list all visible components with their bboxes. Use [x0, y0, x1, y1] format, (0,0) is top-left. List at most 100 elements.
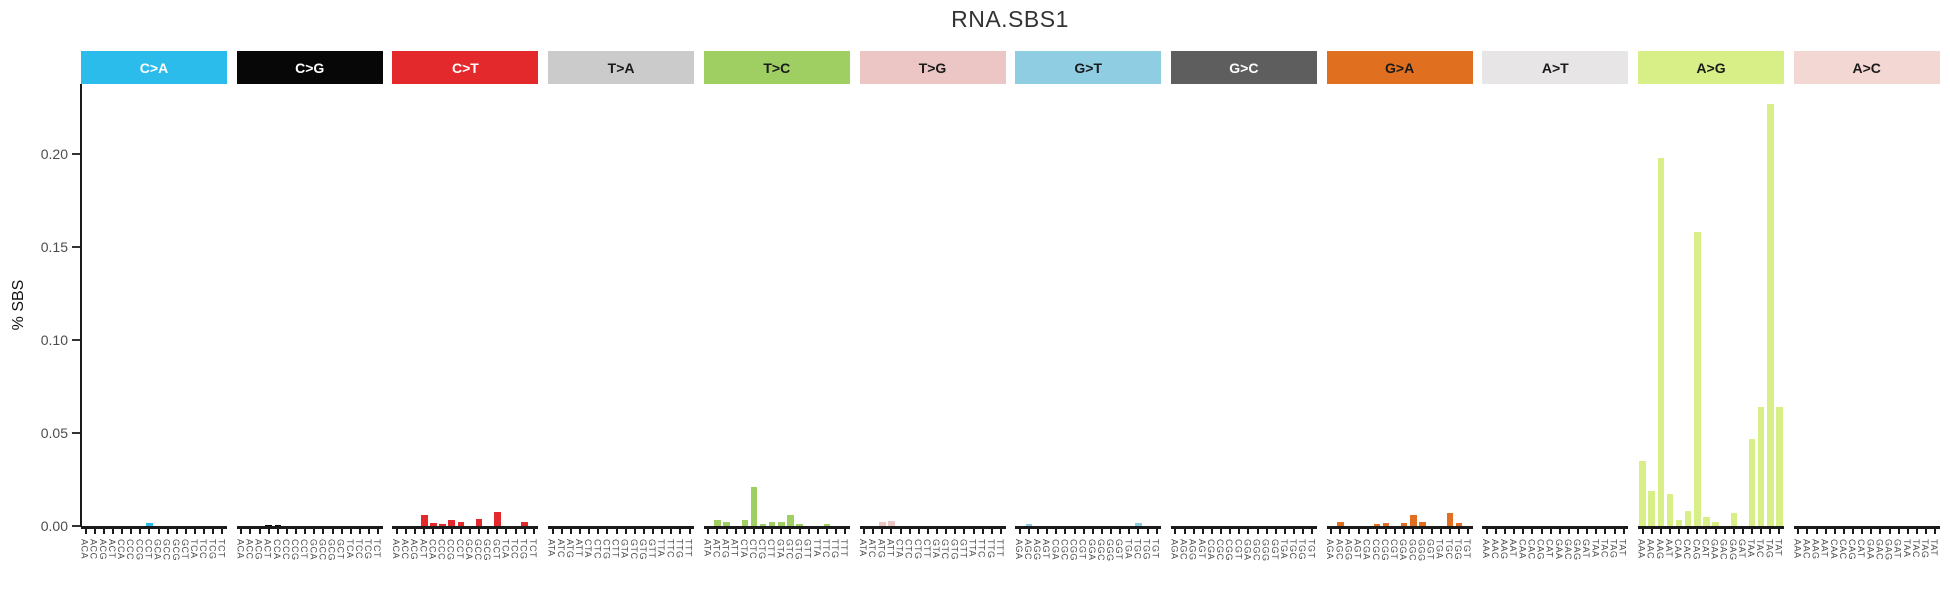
x-axis-tick: [734, 529, 737, 534]
x-axis-tick: [340, 529, 343, 534]
x-axis-line: [548, 526, 695, 529]
x-axis-tick: [395, 529, 398, 534]
x-axis-label-ggc: GGC: [1407, 539, 1418, 562]
x-axis-tick: [725, 529, 728, 534]
x-axis-label-aag: AAG: [1499, 539, 1510, 560]
mutation-class-header: G>T: [1015, 51, 1162, 84]
x-axis-label-gtt: GTT: [647, 539, 658, 559]
panel-t-to-c: T>C ATA ATC ATG ATT CTA CTC CTG CTT GTA GTC GTG GTT T…: [702, 51, 850, 600]
x-axis-label-ttg: TTG: [985, 539, 996, 559]
x-axis-label-tgc: TGC: [1443, 539, 1454, 560]
x-axis-tick: [405, 529, 408, 534]
x-axis-tick: [267, 529, 270, 534]
x-axis-tick: [1613, 529, 1616, 534]
x-axis-label-caa: CAA: [1517, 539, 1528, 560]
bar-atg: [879, 522, 886, 526]
x-axis-label-gaa: GAA: [1709, 539, 1720, 560]
x-axis-label-ctg: CTG: [912, 539, 923, 560]
x-axis-tick: [1100, 529, 1103, 534]
x-axis-label-aca: ACA: [235, 539, 246, 560]
x-axis-tick: [1220, 529, 1223, 534]
x-axis-label-tga: TGA: [1278, 539, 1289, 560]
x-axis-label-agt: AGT: [1041, 539, 1052, 560]
mutation-class-header: T>C: [703, 51, 850, 84]
x-axis-tick: [1467, 529, 1470, 534]
x-axis-tick: [825, 529, 828, 534]
x-axis-tick: [743, 529, 746, 534]
x-axis-tick: [450, 529, 453, 534]
x-axis-tick: [1769, 529, 1772, 534]
x-axis-label-tga: TGA: [1123, 539, 1134, 560]
x-axis-label-cgc: CGC: [1370, 539, 1381, 561]
x-axis-label-tcc: TCC: [353, 539, 364, 559]
x-axis-label-tct: TCT: [372, 539, 383, 558]
x-axis-line: [859, 526, 1006, 529]
x-axis-tick: [1283, 529, 1286, 534]
x-axis-label-ttt: TTT: [683, 539, 694, 557]
bar-ctt: [768, 522, 776, 526]
x-axis-tick: [1650, 529, 1653, 534]
x-axis-tick: [789, 529, 792, 534]
x-axis-tick: [1604, 529, 1607, 534]
x-axis-label-cag: CAG: [1847, 539, 1857, 561]
x-axis-tick: [1504, 529, 1507, 534]
x-axis-tick: [130, 529, 133, 534]
x-axis-tick: [1595, 529, 1598, 534]
x-axis-label-tca: TCA: [344, 539, 355, 559]
x-axis-label-ata: ATA: [702, 539, 713, 557]
panel-plot-area: [81, 84, 227, 526]
x-axis-tick: [661, 529, 664, 534]
x-axis-label-aag: AAG: [1810, 539, 1821, 560]
x-axis-label-cgt: CGT: [1077, 539, 1088, 560]
x-axis-label-agg: AGG: [1187, 539, 1198, 561]
x-axis-label-atc: ATC: [555, 539, 566, 558]
x-axis-tick: [972, 529, 975, 534]
x-axis-label-cta: CTA: [738, 539, 749, 558]
x-axis-label-gag: GAG: [1572, 539, 1583, 561]
x-axis-label-gac: GAC: [1562, 539, 1573, 561]
x-axis-label-gct: GCT: [335, 539, 346, 560]
bar-tag: [1767, 103, 1774, 526]
x-axis-label-tta: TTA: [967, 539, 978, 557]
x-axis-label-tgc: TGC: [1132, 539, 1143, 560]
x-axis-label-cat: CAT: [1544, 539, 1555, 558]
x-axis-label-caa: CAA: [1828, 539, 1839, 560]
x-axis-tick: [1155, 529, 1158, 534]
bar-att: [888, 521, 895, 526]
x-axis-label-gga: GGA: [1242, 539, 1253, 561]
x-axis-label-gaa: GAA: [1865, 539, 1876, 560]
x-axis-tick: [1558, 529, 1561, 534]
x-axis-tick: [1119, 529, 1122, 534]
x-axis-label-cct: CCT: [299, 539, 310, 559]
x-axis-tick: [1247, 529, 1250, 534]
bar-tat: [1776, 406, 1783, 526]
x-axis-line: [392, 526, 539, 529]
x-axis-tick: [414, 529, 417, 534]
bar-ttc: [823, 524, 831, 526]
x-axis-tick: [1549, 529, 1552, 534]
bar-gtc: [787, 514, 794, 526]
x-axis-tick: [1824, 529, 1827, 534]
x-axis-label-gct: GCT: [491, 539, 502, 560]
x-axis-label-tcg: TCG: [518, 539, 529, 560]
y-axis-tick: [72, 338, 80, 341]
mutation-class-header: G>C: [1170, 51, 1317, 84]
x-axis-label-tac: TAC: [1755, 539, 1766, 558]
x-axis-line: [81, 526, 227, 529]
x-axis-label-gcg: GCG: [482, 539, 493, 562]
bar-gtg: [796, 524, 803, 526]
x-axis-label-ctg: CTG: [601, 539, 612, 560]
x-axis-label-gta: GTA: [931, 539, 942, 559]
x-axis-tick: [1073, 529, 1076, 534]
x-axis-label-cgg: CGG: [1224, 539, 1235, 562]
x-axis-label-agt: AGT: [1196, 539, 1207, 560]
x-axis-label-cca: CCA: [427, 539, 438, 560]
x-axis-label-att: ATT: [574, 539, 585, 557]
x-axis-label-ttc: TTC: [665, 539, 676, 558]
x-axis-tick: [642, 529, 645, 534]
x-axis-tick: [881, 529, 884, 534]
bar-cag: [1694, 231, 1701, 526]
x-axis-tick: [917, 529, 920, 534]
x-axis-label-gag: GAG: [1883, 539, 1894, 561]
